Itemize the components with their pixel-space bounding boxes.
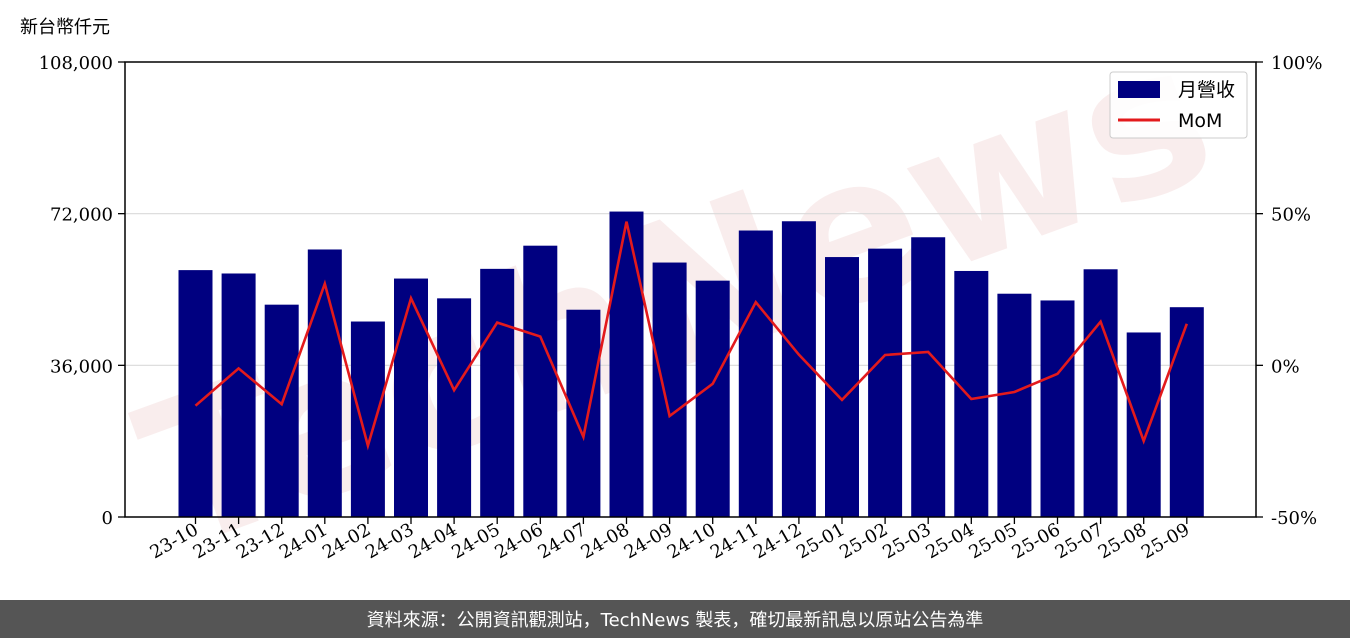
bar-24-11 [738,230,773,517]
bar-24-01 [307,249,342,517]
bar-24-05 [480,268,515,517]
bar-25-09 [1169,307,1204,517]
legend-label-mom: MoM [1178,110,1222,132]
bar-24-06 [523,245,558,517]
x-tick-label: 24-04 [405,519,460,563]
y-left-tick-label: 36,000 [50,356,113,377]
x-tick-label: 24-11 [707,519,762,563]
x-tick-label: 25-08 [1095,519,1150,563]
source-text: 資料來源：公開資訊觀測站，TechNews 製表，確切最新訊息以原站公告為準 [366,610,984,631]
line-series [194,221,1189,451]
x-tick-label: 25-04 [922,519,977,563]
y-left-tick-label: 72,000 [50,205,113,226]
revenue-chart: TechNews 036,00072,000108,000-50%0%50%10… [20,0,1322,595]
bar-25-05 [997,293,1032,517]
plot-frame [124,61,1257,518]
bar-24-09 [652,262,687,517]
x-tick-label: 24-12 [750,519,805,563]
bar-25-03 [911,237,946,517]
y-left-tick-label: 108,000 [39,53,113,74]
bar-series [178,211,1204,517]
bar-24-03 [394,278,428,517]
mom-line [194,221,1189,451]
y-right-tick-label: 0% [1271,356,1300,377]
x-tick-label: 24-10 [664,519,719,563]
y-right-tick-label: 100% [1271,53,1322,74]
y-right-tick-label: 50% [1271,205,1311,226]
bar-23-11 [221,273,256,517]
y-left-tick-label: 0 [102,508,113,529]
legend: 月營收 MoM [1109,71,1248,139]
axes [118,61,1263,524]
x-tick-label: 25-09 [1138,519,1193,563]
bar-25-07 [1083,269,1118,517]
x-tick-label: 25-03 [879,519,934,563]
legend-bar-swatch [1118,81,1160,98]
bar-25-04 [954,270,989,517]
x-tick-label: 25-01 [793,519,848,563]
bar-24-12 [781,221,816,517]
bar-25-06 [1040,300,1075,517]
x-tick-label: 25-06 [1009,519,1064,563]
bar-25-02 [868,248,903,517]
bar-23-10 [178,270,213,517]
x-tick-label: 24-05 [448,519,503,563]
bar-24-10 [695,280,730,517]
x-tick-label: 24-06 [491,519,546,563]
bar-24-08 [609,211,644,517]
x-tick-label: 25-02 [836,519,891,563]
bar-23-12 [264,304,299,517]
x-tick-label: 24-07 [534,519,589,563]
legend-label-revenue: 月營收 [1178,79,1235,101]
bar-24-07 [566,309,601,517]
x-tick-label: 25-07 [1052,519,1107,563]
bar-24-04 [437,298,472,517]
bar-25-08 [1126,332,1161,517]
x-tick-label: 24-09 [621,519,676,563]
x-tick-label: 25-05 [965,519,1020,563]
bar-24-02 [350,321,385,517]
y-right-tick-label: -50% [1271,508,1317,529]
chart-canvas: TechNews 036,00072,000108,000-50%0%50%10… [20,0,1322,595]
footer-source: 資料來源：公開資訊觀測站，TechNews 製表，確切最新訊息以原站公告為準 [0,600,1350,638]
unit-label: 新台幣仟元 [20,17,110,38]
x-tick-label: 24-08 [578,519,633,563]
